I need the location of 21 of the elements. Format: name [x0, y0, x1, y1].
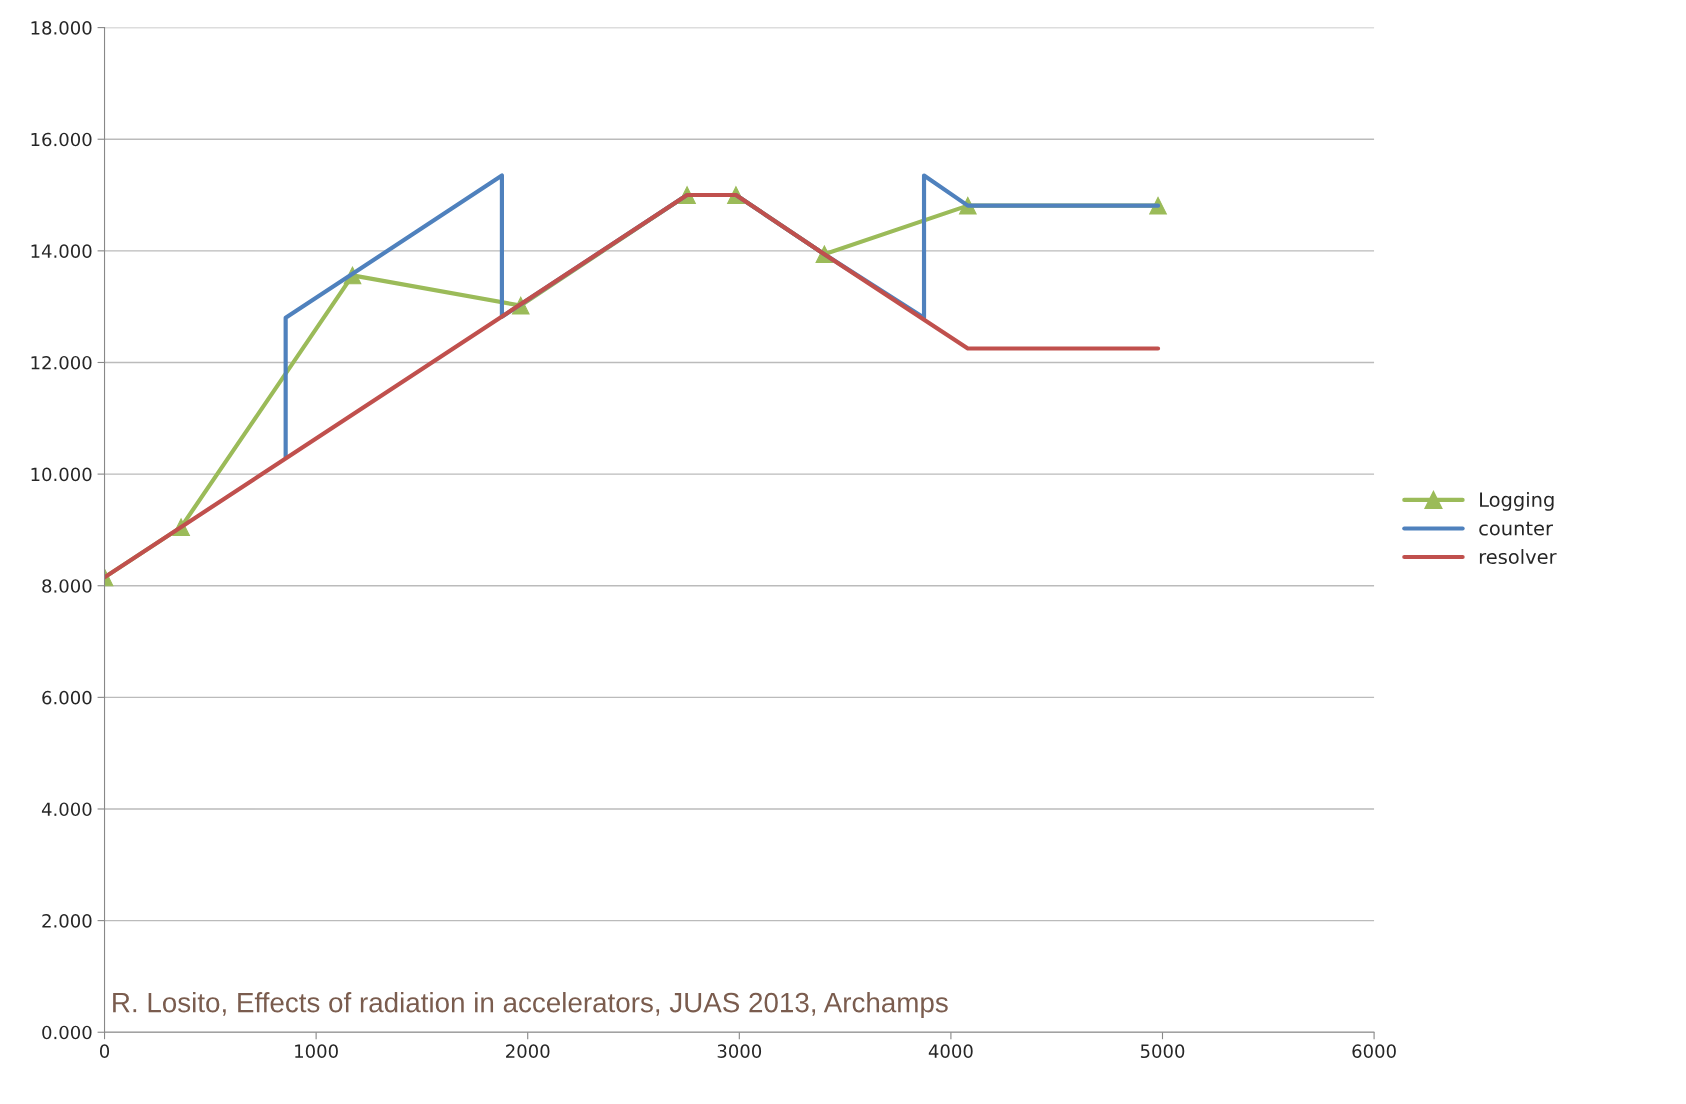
y-tick-label: 8.000	[42, 579, 92, 593]
y-tick-label: 6.000	[42, 690, 92, 705]
annotation: R. Losito, Effects of radiation in accelerators, JUAS 2013, Archamps	[113, 992, 948, 1018]
y-tick-label: 4.000	[41, 802, 92, 817]
x-tick-label: 1000	[295, 1044, 338, 1059]
x-tick-label: 5000	[1140, 1044, 1185, 1059]
legend-label: resolver	[1479, 549, 1557, 565]
x-tick-label: 3000	[717, 1044, 762, 1059]
y-tick-label: 2.000	[42, 914, 92, 928]
y-tick-label: 12.000	[31, 355, 92, 370]
legend-label: counter	[1479, 521, 1553, 536]
y-tick-label: 16.000	[31, 132, 92, 147]
legend-label: Logging	[1480, 491, 1554, 511]
x-tick-label: 4000	[928, 1044, 973, 1059]
x-tick-label: 2000	[506, 1044, 550, 1059]
y-tick-label: 14.000	[31, 244, 92, 258]
y-tick-label: 10.000	[31, 467, 92, 482]
x-tick-label: 6000	[1352, 1044, 1396, 1059]
x-tick-label: 0	[99, 1044, 110, 1059]
y-tick-label: 0.000	[42, 1025, 92, 1040]
y-tick-label: 18.000	[31, 21, 92, 35]
